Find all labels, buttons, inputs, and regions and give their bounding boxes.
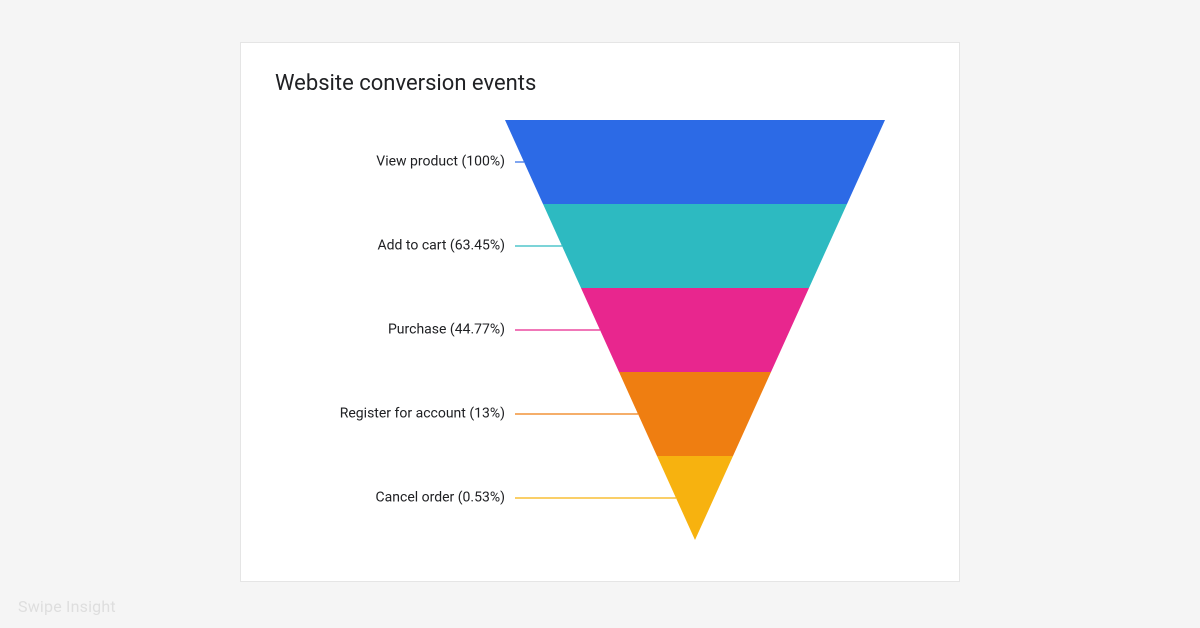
segment-label: Purchase (44.77%) (388, 322, 505, 338)
funnel-segment (581, 288, 809, 372)
chart-title: Website conversion events (275, 71, 925, 96)
segment-label: Register for account (13%) (340, 406, 505, 422)
segment-label: Cancel order (0.53%) (376, 490, 505, 506)
funnel-segment (619, 372, 771, 456)
page-background: Website conversion events View product (… (0, 0, 1200, 628)
chart-card: Website conversion events View product (… (240, 42, 960, 582)
segment-label: View product (100%) (376, 154, 505, 170)
funnel-segment (505, 120, 885, 204)
funnel-svg: View product (100%) Add to cart (63.45%) P… (275, 114, 927, 554)
watermark: Swipe Insight (18, 597, 116, 616)
funnel-chart: View product (100%) Add to cart (63.45%) P… (275, 114, 925, 554)
segment-label: Add to cart (63.45%) (378, 238, 505, 254)
funnel-segment (543, 204, 847, 288)
